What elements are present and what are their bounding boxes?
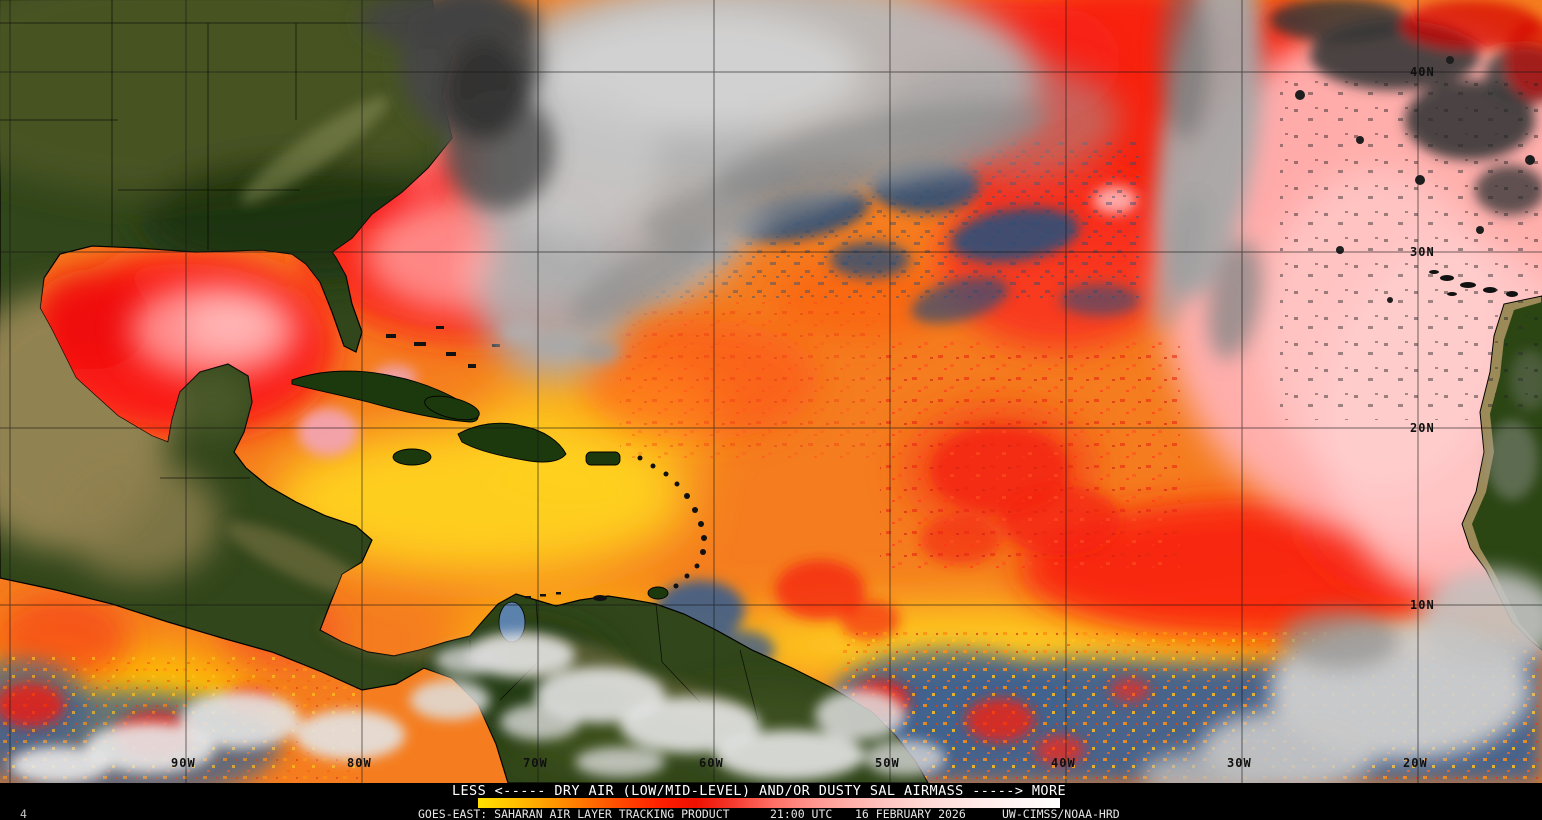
grid-label-longitude: 60W <box>699 756 724 770</box>
legend-caption: LESS <----- DRY AIR (LOW/MID-LEVEL) AND/… <box>452 783 1066 799</box>
grid-label-longitude: 30W <box>1227 756 1252 770</box>
graticule <box>0 0 1542 783</box>
satellite-map: 90W 80W 70W 60W 50W 40W 30W 20W 40N 30N 20N 10N <box>0 0 1542 783</box>
timestamp-utc: 21:00 UTC <box>770 807 833 820</box>
credit-label: UW-CIMSS/NOAA-HRD <box>1002 807 1120 820</box>
grid-label-longitude: 40W <box>1051 756 1076 770</box>
product-title: GOES-EAST: SAHARAN AIR LAYER TRACKING PR… <box>418 807 730 820</box>
grid-label-latitude: 10N <box>1410 598 1435 612</box>
grid-label-longitude: 50W <box>875 756 900 770</box>
grid-label-latitude: 20N <box>1410 421 1435 435</box>
legend-bar: LESS <----- DRY AIR (LOW/MID-LEVEL) AND/… <box>0 783 1542 820</box>
grid-label-longitude: 90W <box>171 756 196 770</box>
satellite-imagery <box>0 0 1542 783</box>
grid-label-latitude: 30N <box>1410 245 1435 259</box>
date-label: 16 FEBRUARY 2026 <box>855 807 966 820</box>
sal-colorbar <box>478 798 1060 808</box>
grid-label-longitude: 20W <box>1403 756 1428 770</box>
grid-label-longitude: 80W <box>347 756 372 770</box>
frame-indicator: 4 <box>20 807 27 820</box>
grid-label-longitude: 70W <box>523 756 548 770</box>
grid-label-latitude: 40N <box>1410 65 1435 79</box>
footer-line: 4 GOES-EAST: SAHARAN AIR LAYER TRACKING … <box>0 807 1542 820</box>
